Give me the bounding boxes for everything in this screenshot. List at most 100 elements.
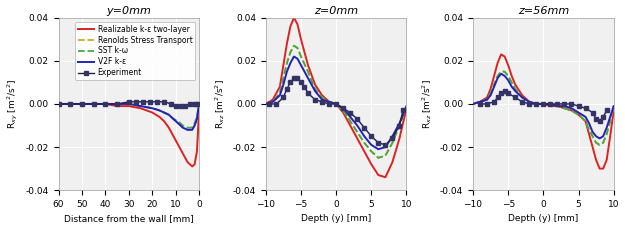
Experiment (66, 103, 74, 105)
Experiment (532, 103, 540, 105)
Renolds Stress Transport (179, 126, 187, 129)
V2F k-ε (501, 75, 508, 77)
Renolds Stress Transport (194, 109, 202, 112)
Realizable k-ε two-layer (504, 64, 512, 66)
Experiment (153, 100, 161, 103)
V2F k-ε (575, 111, 582, 114)
Renolds Stress Transport (547, 103, 554, 105)
SST k-ω (501, 70, 508, 73)
Experiment (368, 135, 375, 138)
SST k-ω (589, 135, 596, 138)
V2F k-ε (606, 115, 614, 118)
SST k-ω (526, 100, 533, 103)
SST k-ω (318, 96, 326, 99)
SST k-ω (78, 103, 86, 105)
SST k-ω (606, 120, 614, 123)
Renolds Stress Transport (368, 150, 375, 153)
Realizable k-ε two-layer (374, 174, 382, 177)
Experiment (494, 96, 501, 99)
Realizable k-ε two-layer (606, 135, 614, 138)
SST k-ω (191, 122, 198, 125)
SST k-ω (194, 109, 202, 112)
Realizable k-ε two-layer (156, 115, 163, 118)
SST k-ω (311, 87, 319, 90)
Renolds Stress Transport (339, 109, 347, 112)
V2F k-ε (55, 103, 63, 105)
V2F k-ε (290, 55, 298, 58)
Experiment (596, 120, 603, 123)
Experiment (511, 96, 519, 99)
Line: Experiment: Experiment (268, 76, 405, 147)
Experiment (547, 103, 554, 105)
Realizable k-ε two-layer (193, 150, 201, 153)
Line: Realizable k-ε two-layer: Realizable k-ε two-layer (59, 104, 199, 166)
V2F k-ε (262, 103, 269, 105)
SST k-ω (298, 55, 305, 58)
Realizable k-ε two-layer (487, 87, 494, 90)
Realizable k-ε two-layer (66, 103, 74, 105)
SST k-ω (476, 100, 484, 103)
V2F k-ε (102, 103, 109, 105)
Experiment (374, 141, 382, 144)
Experiment (476, 103, 484, 105)
Realizable k-ε two-layer (304, 64, 312, 66)
V2F k-ε (483, 98, 491, 101)
Title: z=56mm: z=56mm (518, 5, 569, 16)
Renolds Stress Transport (519, 96, 526, 99)
Experiment (589, 111, 596, 114)
Realizable k-ε two-layer (501, 55, 508, 58)
SST k-ω (511, 87, 519, 90)
SST k-ω (519, 96, 526, 99)
Experiment (168, 103, 175, 105)
V2F k-ε (346, 115, 354, 118)
Experiment (114, 103, 121, 105)
SST k-ω (586, 128, 593, 131)
Line: V2F k-ε: V2F k-ε (266, 57, 406, 149)
SST k-ω (346, 120, 354, 123)
V2F k-ε (137, 105, 144, 107)
V2F k-ε (596, 137, 603, 140)
Renolds Stress Transport (318, 96, 326, 99)
SST k-ω (483, 98, 491, 101)
V2F k-ε (318, 98, 326, 101)
Realizable k-ε two-layer (508, 75, 516, 77)
Renolds Stress Transport (346, 120, 354, 123)
Experiment (554, 103, 561, 105)
Renolds Stress Transport (532, 103, 540, 105)
Experiment (491, 100, 498, 103)
V2F k-ε (195, 105, 202, 107)
Renolds Stress Transport (304, 70, 312, 73)
Realizable k-ε two-layer (184, 161, 191, 164)
V2F k-ε (304, 77, 312, 79)
Realizable k-ε two-layer (586, 133, 593, 136)
Experiment (332, 103, 340, 105)
Experiment (287, 81, 294, 84)
V2F k-ε (526, 100, 533, 103)
Realizable k-ε two-layer (561, 107, 568, 110)
Renolds Stress Transport (298, 55, 305, 58)
Realizable k-ε two-layer (55, 103, 63, 105)
Renolds Stress Transport (603, 133, 611, 136)
V2F k-ε (156, 109, 163, 112)
Realizable k-ε two-layer (125, 105, 132, 107)
Experiment (181, 105, 189, 107)
Line: Renolds Stress Transport: Renolds Stress Transport (59, 104, 199, 130)
Experiment (172, 105, 179, 107)
SST k-ω (276, 92, 284, 95)
SST k-ω (287, 51, 294, 54)
Renolds Stress Transport (66, 103, 74, 105)
Realizable k-ε two-layer (491, 75, 498, 77)
Realizable k-ε two-layer (189, 165, 196, 168)
SST k-ω (170, 118, 177, 120)
SST k-ω (361, 141, 368, 144)
Renolds Stress Transport (170, 118, 177, 120)
Renolds Stress Transport (568, 109, 575, 112)
SST k-ω (504, 75, 512, 77)
Renolds Stress Transport (554, 105, 561, 107)
Experiment (603, 109, 611, 112)
SST k-ω (304, 70, 312, 73)
SST k-ω (610, 105, 618, 107)
Line: Realizable k-ε two-layer: Realizable k-ε two-layer (266, 18, 406, 177)
Renolds Stress Transport (290, 44, 298, 47)
Realizable k-ε two-layer (603, 159, 611, 161)
